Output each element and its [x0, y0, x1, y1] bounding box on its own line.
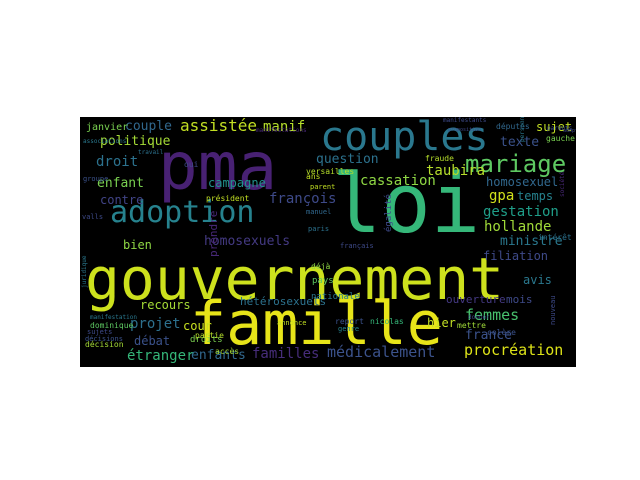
cloud-word: groupe — [83, 175, 109, 183]
cloud-word: président — [206, 194, 250, 203]
cloud-word: janvier — [86, 122, 129, 133]
cloud-word: ministre — [500, 234, 563, 249]
cloud-word: assistée — [180, 117, 258, 135]
cloud-word: pma — [158, 128, 278, 205]
cloud-word: décisions — [85, 335, 123, 343]
cloud-word: texte — [500, 135, 540, 150]
cloud-word: homosexuel — [486, 175, 559, 189]
cloud-word: débat — [134, 334, 171, 348]
cloud-word: mois — [506, 293, 533, 306]
cloud-word: partie — [195, 331, 224, 340]
cloud-word: dominique — [90, 321, 134, 330]
cloud-word: colère — [487, 328, 516, 337]
cloud-word: recours — [140, 298, 191, 312]
cloud-word: gpa — [489, 188, 515, 204]
cloud-word: versailles — [306, 167, 355, 176]
cloud-word: étranger — [127, 348, 195, 364]
cloud-word: adoption — [110, 195, 255, 230]
cloud-word: loi — [332, 157, 481, 252]
cloud-word: juridique — [81, 255, 88, 288]
cloud-word: france — [465, 328, 512, 343]
cloud-word: gestation — [483, 204, 559, 220]
cloud-word: manifestations — [256, 127, 307, 134]
cloud-word: françois — [269, 191, 337, 207]
cloud-word: parents — [547, 125, 573, 132]
cloud-word: intérêt — [538, 233, 572, 242]
cloud-word: filiation — [483, 249, 549, 263]
cloud-word: femmes — [465, 306, 520, 324]
cloud-word: gouvernement — [85, 245, 505, 313]
cloud-word: temps — [517, 189, 554, 203]
cloud-word: politique — [100, 134, 171, 149]
cloud-word: mettre — [457, 321, 486, 330]
cloud-word: adoptée — [563, 128, 576, 134]
cloud-word: mariage — [465, 150, 567, 178]
cloud-word: droit — [96, 154, 139, 170]
cloud-word: parent — [310, 183, 336, 191]
cloud-word: manuel — [306, 208, 332, 216]
cloud-word: bien — [123, 238, 152, 252]
cloud-word: sujet — [536, 120, 573, 134]
cloud-word: déjà — [311, 262, 331, 271]
cloud-word: ouverture — [446, 293, 506, 306]
cloud-word: couples — [320, 117, 489, 160]
cloud-word: décision — [85, 340, 124, 349]
cloud-word: contre — [100, 193, 144, 207]
cloud-word: genre — [338, 325, 360, 333]
cloud-word: report — [335, 317, 364, 326]
cloud-word: pays — [312, 276, 334, 286]
cloud-word: personnes — [519, 117, 526, 142]
cloud-word: campagne — [208, 176, 266, 190]
cloud-word: question — [316, 152, 379, 167]
cloud-word: manifestants — [443, 117, 487, 124]
cloud-word: enfants — [191, 348, 246, 363]
cloud-word: accès — [215, 347, 240, 356]
cloud-word: hétérosexuels — [240, 295, 327, 308]
cloud-word: médicalement — [327, 343, 436, 361]
cloud-word: annonce — [277, 319, 307, 327]
cloud-word: proposition — [448, 127, 482, 133]
cloud-word: avis — [523, 273, 552, 287]
cloud-word: donner — [468, 314, 490, 321]
cloud-word: nationale — [311, 292, 360, 302]
cloud-word: société — [559, 171, 566, 197]
cloud-word: prendre — [207, 210, 220, 257]
cloud-word: manif — [263, 119, 306, 135]
cloud-word: oui — [184, 160, 199, 169]
word-cloud: gouvernement famille loi pma couples adoption… — [80, 117, 576, 367]
cloud-word: sujets — [87, 328, 113, 336]
cloud-word: ans — [306, 172, 321, 181]
cloud-word: projet — [130, 316, 181, 332]
cloud-word: taubira — [426, 163, 486, 179]
cloud-word: hier — [427, 316, 456, 330]
cloud-word: procréation — [464, 341, 564, 359]
cloud-word: famille — [190, 289, 443, 359]
cloud-word: gauche — [546, 134, 575, 143]
cloud-word: paris — [308, 225, 330, 233]
cloud-word: travail — [138, 149, 164, 156]
cloud-word: députés — [496, 122, 530, 131]
cloud-word: droits — [190, 335, 223, 345]
cloud-word: français — [340, 242, 374, 250]
cloud-word: couple — [125, 119, 172, 134]
cloud-word: valls — [82, 213, 104, 221]
cloud-word: familles — [252, 346, 320, 362]
cloud-word: nicolas — [370, 317, 404, 326]
cloud-word: manifestation — [90, 314, 137, 321]
cloud-word: homosexuels — [204, 234, 291, 249]
cloud-word: nouveau — [549, 295, 557, 325]
cloud-word: associations — [83, 138, 127, 145]
cloud-word: hollande — [484, 219, 552, 235]
cloud-word: enfant — [97, 176, 144, 191]
cloud-word: égalité — [384, 194, 394, 232]
cloud-word: cour — [183, 319, 212, 333]
cloud-word: fraude — [425, 154, 454, 163]
cloud-word: cassation — [360, 173, 436, 189]
